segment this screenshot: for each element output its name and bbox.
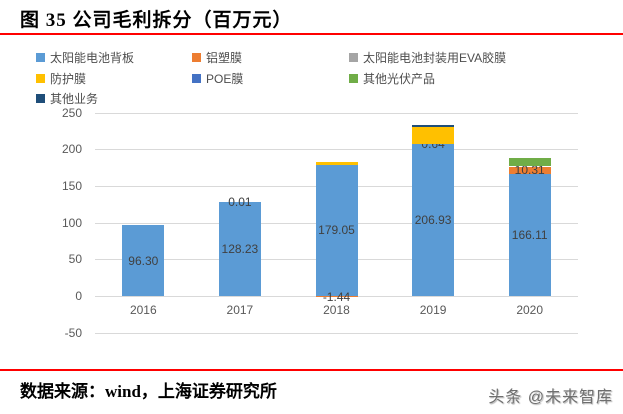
legend-swatch-icon xyxy=(36,73,45,83)
bar-value-label: 10.31 xyxy=(514,163,545,178)
gridline xyxy=(95,333,578,334)
bar-value-label: 96.30 xyxy=(128,253,159,268)
legend-label: 铝塑膜 xyxy=(206,50,243,65)
footer-rule xyxy=(0,369,623,371)
bar-value-label: 0.01 xyxy=(228,194,252,209)
legend-item: POE膜 xyxy=(192,71,244,86)
gridline xyxy=(95,149,578,150)
legend-swatch-icon xyxy=(36,52,45,62)
legend-label: POE膜 xyxy=(206,71,244,86)
bar-segment xyxy=(508,174,551,296)
x-tick-label: 2017 xyxy=(226,303,254,317)
figure-title: 图 35 公司毛利拆分（百万元） xyxy=(20,10,293,31)
legend-swatch-icon xyxy=(192,73,201,83)
y-tick-label: 200 xyxy=(61,142,82,156)
y-tick-label: 0 xyxy=(75,289,82,303)
legend-swatch-icon xyxy=(36,93,45,103)
watermark-text: 头条 @未来智库 xyxy=(488,389,613,406)
legend-label: 太阳能电池封装用EVA胶膜 xyxy=(363,50,507,65)
legend-swatch-icon xyxy=(192,52,201,62)
legend-label: 防护膜 xyxy=(50,71,87,86)
bar-segment xyxy=(412,144,455,296)
y-tick-label: 150 xyxy=(61,179,82,193)
legend-swatch-icon xyxy=(349,52,358,62)
bar-segment xyxy=(412,125,455,128)
bar-value-label: 166.11 xyxy=(511,228,548,243)
legend-label: 其他业务 xyxy=(50,91,99,106)
bar-segment xyxy=(508,166,551,175)
data-source-text: 数据来源：wind，上海证券研究所 xyxy=(20,382,277,401)
y-tick-label: 250 xyxy=(61,106,82,120)
legend-item: 防护膜 xyxy=(36,71,87,86)
legend-label: 太阳能电池背板 xyxy=(50,50,135,65)
legend-swatch-icon xyxy=(349,73,358,83)
bar-value-label: 128.23 xyxy=(221,241,259,256)
bar-value-label: -1.44 xyxy=(322,289,351,304)
legend-label: 其他光伏产品 xyxy=(363,71,436,86)
bar-segment xyxy=(508,157,551,167)
bar-value-label: 206.93 xyxy=(414,213,452,228)
bar-segment xyxy=(122,225,165,296)
x-tick-label: 2019 xyxy=(419,303,447,317)
x-tick-label: 2018 xyxy=(323,303,350,317)
bar-segment xyxy=(315,161,358,165)
y-tick-label: 50 xyxy=(68,252,82,266)
legend-item: 太阳能电池背板 xyxy=(36,50,135,65)
bar-segment xyxy=(412,127,455,144)
legend-item: 铝塑膜 xyxy=(192,50,243,65)
bar-segment xyxy=(315,164,358,296)
gridline xyxy=(95,113,578,114)
y-tick-label: -50 xyxy=(64,326,82,340)
bar-segment xyxy=(315,296,358,298)
legend-item: 太阳能电池封装用EVA胶膜 xyxy=(349,50,507,65)
y-tick-label: 100 xyxy=(61,216,82,230)
title-underline-rule xyxy=(0,33,623,35)
legend-item: 其他业务 xyxy=(36,91,99,106)
legend-item: 其他光伏产品 xyxy=(349,71,436,86)
bar-value-label: 179.05 xyxy=(318,223,355,238)
x-tick-label: 2016 xyxy=(129,303,157,317)
x-tick-label: 2020 xyxy=(516,303,544,317)
bar-segment xyxy=(218,201,261,296)
